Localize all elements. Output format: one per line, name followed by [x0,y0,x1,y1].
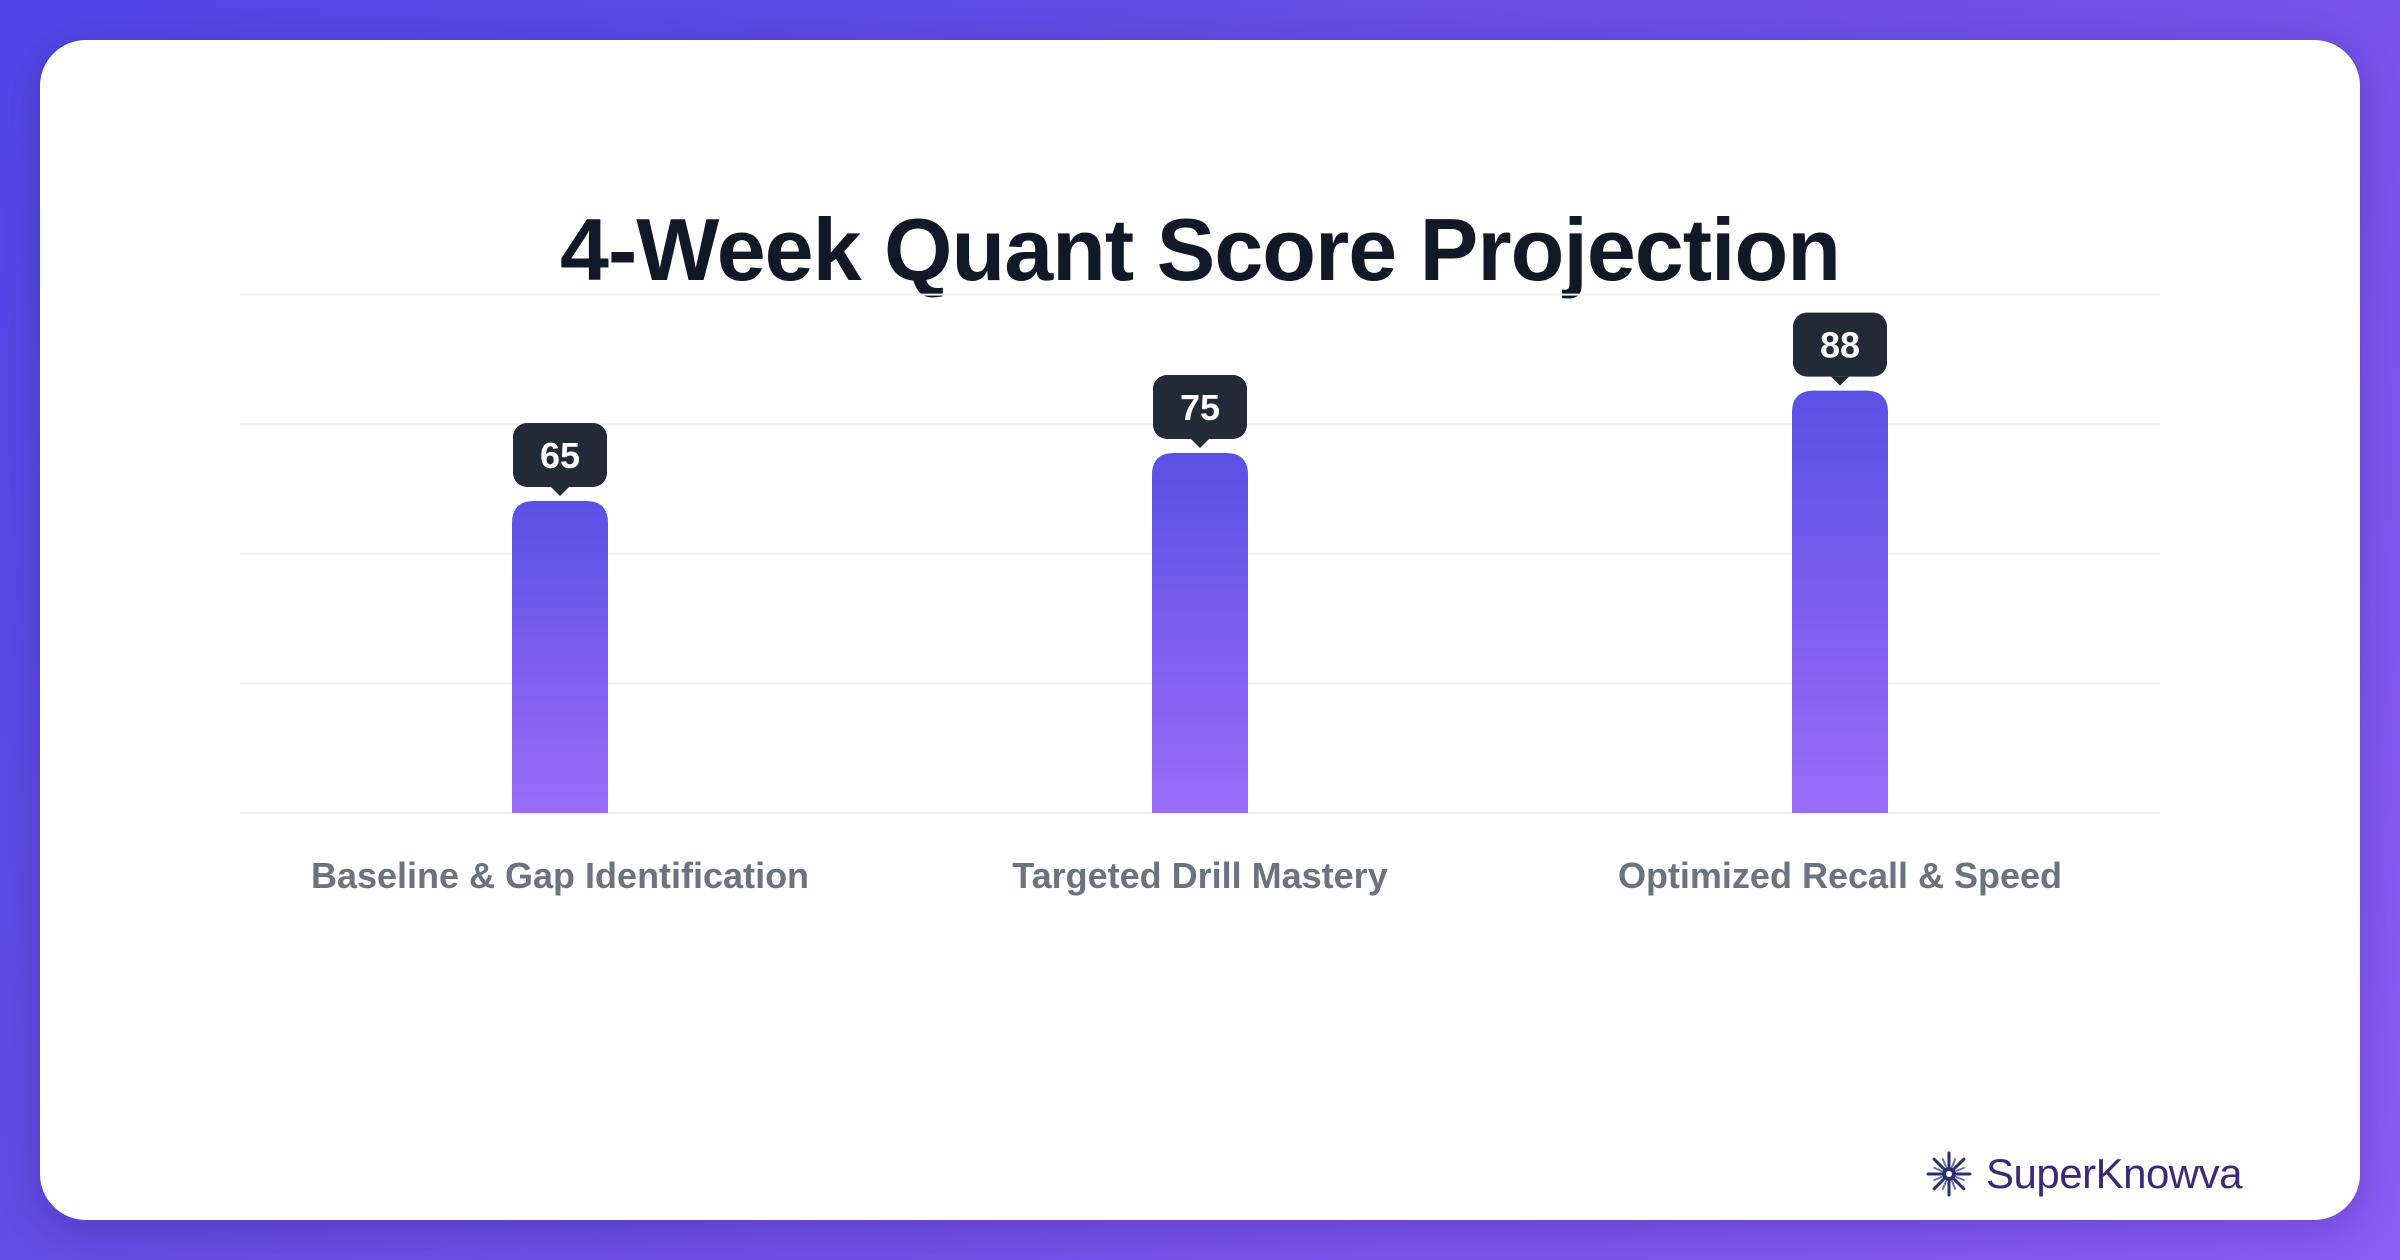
value-badge: 75 [1153,375,1247,448]
data-label: 75 [1180,387,1220,428]
brand-name: SuperKnowva [1986,1150,2243,1197]
data-label: 88 [1820,325,1860,366]
chart-card: 4-Week Quant Score Projection 65 75 88 Bas… [40,40,2360,1220]
brand-logo: SuperKnowva [1926,1150,2243,1198]
category-label: Baseline & Gap Identification [311,855,809,896]
bar-chart: 65 75 88 Baseline & Gap Identification Targ… [240,293,2160,896]
bars-group [512,390,1888,813]
category-label: Targeted Drill Mastery [1012,855,1387,896]
value-badges-group: 65 75 88 [513,312,1887,496]
category-label: Optimized Recall & Speed [1618,855,2062,896]
bar [512,501,608,813]
category-labels-group: Baseline & Gap Identification Targeted Dr… [311,855,2062,896]
bar [1152,453,1248,813]
data-label: 65 [540,435,580,476]
bar [1792,390,1888,813]
chart-title: 4-Week Quant Score Projection [560,200,1841,299]
starburst-logo-icon [1926,1151,1972,1197]
value-badge: 88 [1793,312,1887,386]
value-badge: 65 [513,423,607,496]
